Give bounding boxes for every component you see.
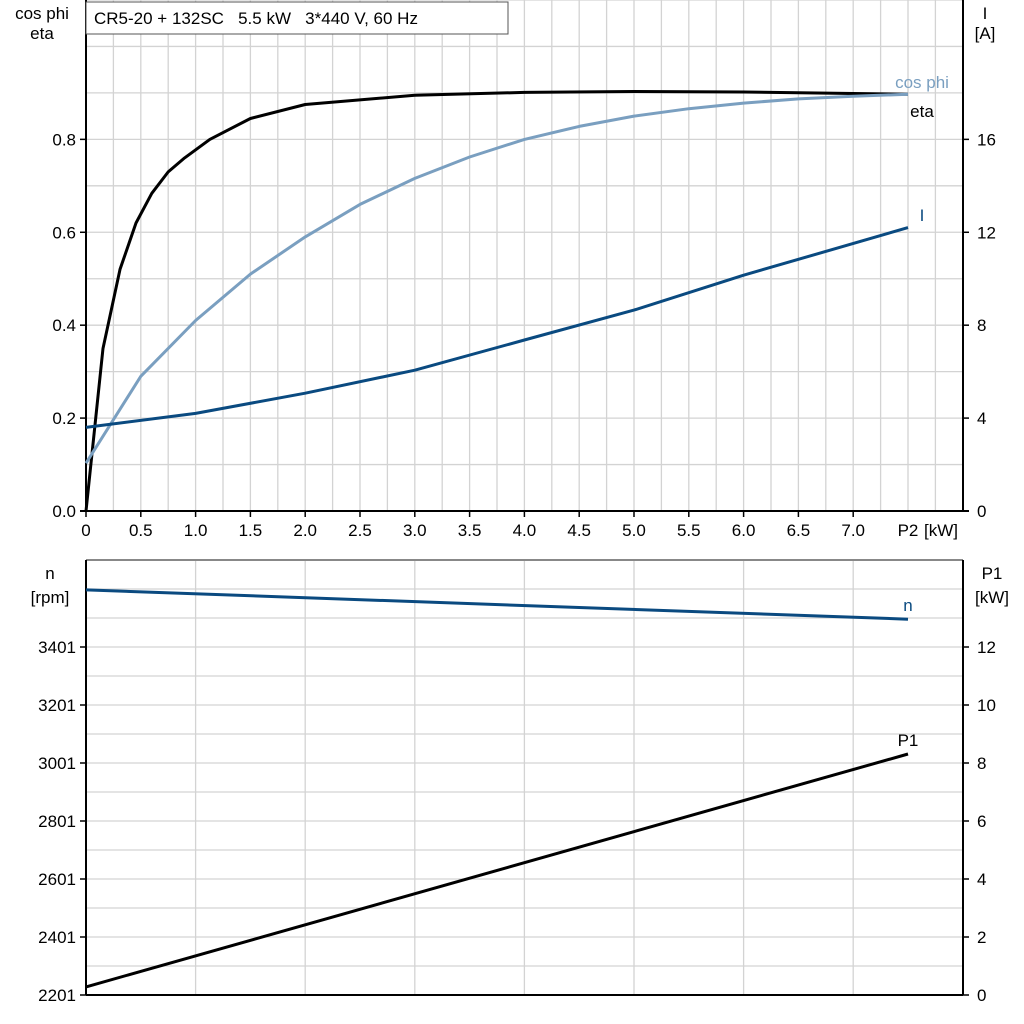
x-tick-label: 4.0 [513, 521, 537, 540]
bottom-grid [86, 560, 963, 995]
y-left-label: eta [30, 24, 54, 43]
x-tick-label: 5.5 [677, 521, 701, 540]
chart-title: CR5-20 + 132SC 5.5 kW 3*440 V, 60 Hz [94, 9, 418, 28]
labels: 0 0.5 1.0 1.5 2.0 2.5 3.0 3.5 4.0 4.5 5.0 5.5 6.0 6.5… [15, 4, 1009, 1005]
y-left-tick-label: 0.2 [52, 409, 76, 428]
series-label: cos phi [895, 73, 949, 92]
series-n [85, 588, 909, 621]
series-label: eta [910, 102, 934, 121]
y-left-tick-label: 3201 [38, 696, 76, 715]
x-axis-unit: [kW] [924, 521, 958, 540]
x-tick-label: 1.0 [184, 521, 208, 540]
x-tick-label: 1.5 [239, 521, 263, 540]
series-label: P1 [898, 731, 919, 750]
top-grid [86, 0, 963, 511]
y-right-tick-label: 8 [977, 754, 986, 773]
x-tick-label: 0.5 [129, 521, 153, 540]
series [84, 90, 909, 989]
x-tick-label: 5.0 [622, 521, 646, 540]
y-left-tick-label: 2201 [38, 986, 76, 1005]
y-left-tick-label: 3401 [38, 638, 76, 657]
y-left-tick-label: 2601 [38, 870, 76, 889]
y-right-label: [A] [975, 24, 996, 43]
y-right-tick-label: 0 [977, 502, 986, 521]
y-right-tick-label: 10 [977, 696, 996, 715]
x-tick-label: 6.0 [732, 521, 756, 540]
y-left-tick-label: 0.8 [52, 130, 76, 149]
series-label: I [920, 206, 925, 225]
series-P1 [85, 752, 909, 989]
y-left-tick-label: 3001 [38, 754, 76, 773]
y-left-tick-label: 2801 [38, 812, 76, 831]
x-tick-label: 2.0 [293, 521, 317, 540]
series-label: n [903, 596, 912, 615]
x-tick-label: 4.5 [567, 521, 591, 540]
title-box [85, 1, 509, 35]
y-right-label: P1 [982, 564, 1003, 583]
series-cos-phi [84, 92, 909, 465]
x-tick-label: 7.0 [841, 521, 865, 540]
x-tick-label: 6.5 [787, 521, 811, 540]
y-left-tick-label: 0.6 [52, 223, 76, 242]
y-left-tick-label: 0.4 [52, 316, 76, 335]
axes [80, 0, 969, 996]
y-left-label: [rpm] [31, 588, 70, 607]
y-right-tick-label: 0 [977, 986, 986, 1005]
y-right-label: I [983, 4, 988, 23]
x-tick-label: 2.5 [348, 521, 372, 540]
x-tick-label: 0 [81, 521, 90, 540]
y-right-label: [kW] [975, 588, 1009, 607]
y-right-tick-label: 4 [977, 409, 986, 428]
y-right-tick-label: 12 [977, 638, 996, 657]
x-tick-label: 3.0 [403, 521, 427, 540]
y-left-tick-label: 0.0 [52, 502, 76, 521]
y-left-label: n [45, 564, 54, 583]
y-right-tick-label: 6 [977, 812, 986, 831]
y-left-label: cos phi [15, 4, 69, 23]
y-right-tick-label: 2 [977, 928, 986, 947]
x-axis-label: P2 [898, 521, 919, 540]
y-right-tick-label: 8 [977, 316, 986, 335]
y-right-tick-label: 16 [977, 130, 996, 149]
y-right-tick-label: 12 [977, 223, 996, 242]
y-left-tick-label: 2401 [38, 928, 76, 947]
y-right-tick-label: 4 [977, 870, 986, 889]
series-I [85, 226, 909, 429]
x-tick-label: 3.5 [458, 521, 482, 540]
series-eta [84, 90, 909, 512]
